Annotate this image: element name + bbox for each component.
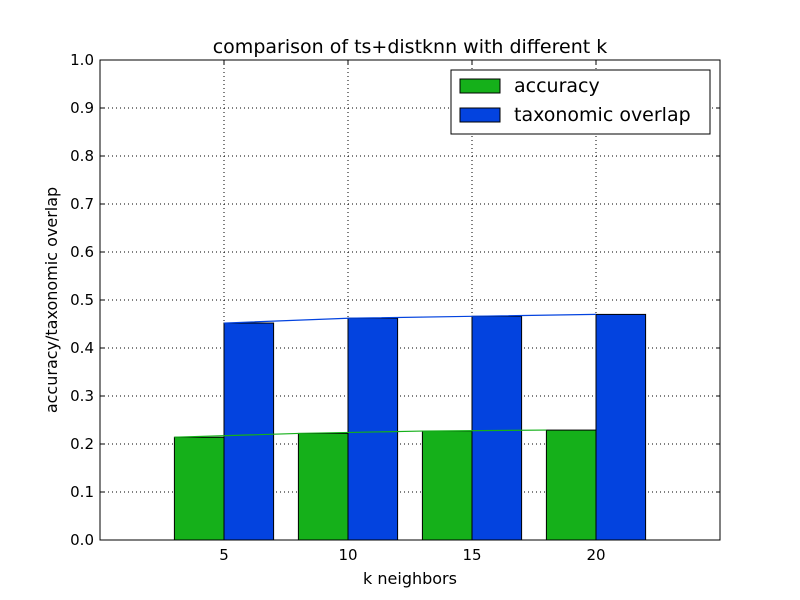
bar-taxonomic-overlap <box>347 317 399 541</box>
y-tick-label: 0.6 <box>70 243 94 261</box>
y-tick-label: 1.0 <box>70 51 94 69</box>
legend-label: accuracy <box>514 75 600 97</box>
ticks: 0.0 0.1 0.2 0.3 0.4 0.5 0.6 0.7 0.8 0.9 1.0 5 10 15 20 <box>70 51 720 564</box>
y-tick-label: 0.0 <box>70 531 94 549</box>
y-tick-label: 0.1 <box>70 483 94 501</box>
x-tick-label: 20 <box>586 546 605 564</box>
bar-accuracy <box>173 436 225 541</box>
x-tick-label: 15 <box>462 546 481 564</box>
bar-taxonomic-overlap <box>595 313 647 541</box>
y-tick-label: 0.3 <box>70 387 94 405</box>
y-tick-label: 0.9 <box>70 99 94 117</box>
line-accuracy <box>174 429 547 438</box>
y-tick-label: 0.2 <box>70 435 94 453</box>
y-axis-label: accuracy/taxonomic overlap <box>42 187 61 413</box>
legend-swatch <box>459 78 501 94</box>
bar-accuracy <box>297 432 349 541</box>
legend-label: taxonomic overlap <box>514 104 691 126</box>
x-tick-label: 10 <box>338 546 357 564</box>
chart-title: comparison of ts+distknn with different … <box>213 36 608 58</box>
y-tick-label: 0.4 <box>70 339 94 357</box>
bar-taxonomic-overlap <box>223 322 275 541</box>
y-tick-label: 0.7 <box>70 195 94 213</box>
x-tick-label: 5 <box>219 546 229 564</box>
bar-taxonomic-overlap <box>471 315 523 541</box>
line-taxonomic-overlap <box>223 313 597 324</box>
bar-accuracy <box>421 430 473 541</box>
bars <box>173 313 647 541</box>
legend-swatch <box>459 107 501 123</box>
x-axis-label: k neighbors <box>363 569 457 588</box>
legend: accuracy taxonomic overlap <box>450 69 711 135</box>
y-tick-label: 0.5 <box>70 291 94 309</box>
y-tick-label: 0.8 <box>70 147 94 165</box>
trend-lines <box>174 313 597 438</box>
bar-accuracy <box>545 429 597 541</box>
